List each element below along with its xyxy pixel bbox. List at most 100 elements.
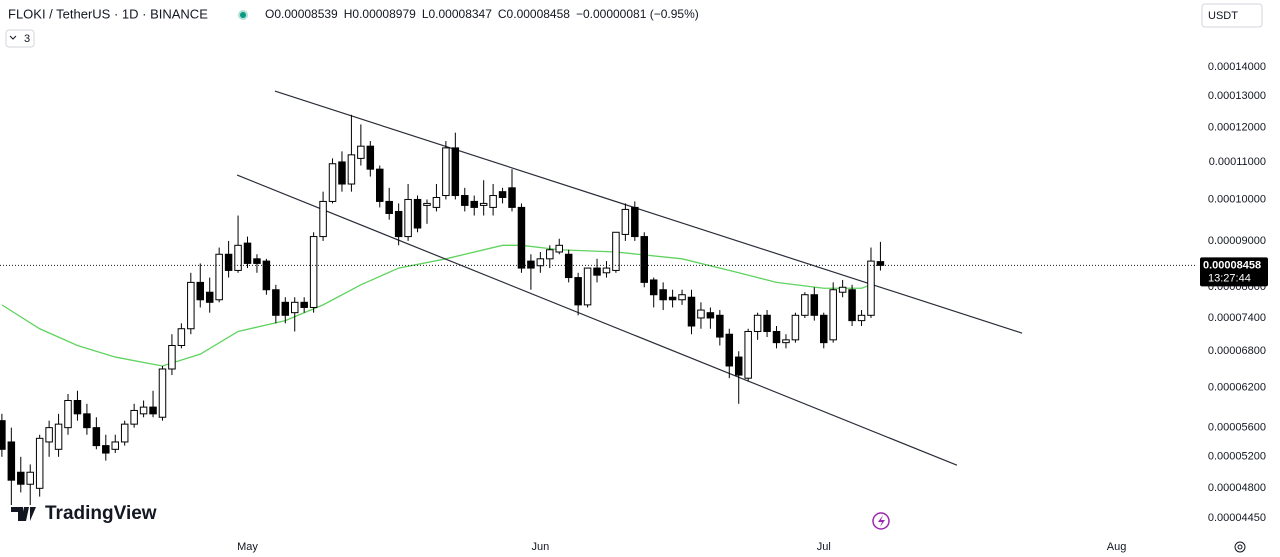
candle-body xyxy=(234,244,242,271)
candle-body xyxy=(262,260,271,291)
y-tick-label: 0.00007400 xyxy=(1208,312,1266,324)
candle-body xyxy=(290,301,299,314)
candle-body xyxy=(309,236,318,308)
candle-body xyxy=(328,163,337,202)
trend-line xyxy=(274,90,1023,334)
candle-body xyxy=(17,471,25,485)
status-dot xyxy=(240,12,246,18)
y-tick-label: 0.00006200 xyxy=(1208,381,1266,393)
candle-body xyxy=(479,202,488,206)
x-tick-label: May xyxy=(237,541,258,553)
brand-logo: TradingView xyxy=(11,503,157,524)
y-tick-label: 0.00012000 xyxy=(1208,122,1266,134)
candle-body xyxy=(130,409,138,425)
candle-body xyxy=(149,406,157,415)
ohlc-value: H0.00008979 xyxy=(344,7,416,21)
candle-body xyxy=(357,145,365,159)
y-tick-label: 0.00006800 xyxy=(1208,345,1266,357)
candle-body xyxy=(35,437,44,489)
candle-body xyxy=(64,399,72,429)
candle-body xyxy=(120,423,129,443)
candle-body xyxy=(772,330,781,344)
change-value: −0.00000081 (−0.95%) xyxy=(576,7,699,21)
price-label: 0.00008458 xyxy=(1203,259,1261,271)
ohlc-value: L0.00008347 xyxy=(422,7,492,21)
candle-body xyxy=(744,330,752,379)
candle-body xyxy=(423,202,431,206)
candle-body xyxy=(73,399,82,415)
candle-body xyxy=(734,356,743,376)
indicator-toggle[interactable] xyxy=(5,29,35,48)
candle-body xyxy=(215,253,223,301)
candle-body xyxy=(102,445,110,454)
ohlc-legend: O0.00008539 H0.00008979 L0.00008347 C0.0000… xyxy=(265,7,699,21)
price-label-box xyxy=(1200,257,1268,287)
y-tick-label: 0.00009000 xyxy=(1208,235,1266,247)
y-tick-label: 0.00004800 xyxy=(1208,482,1266,494)
candle-body xyxy=(829,289,837,341)
candle-body xyxy=(413,198,422,229)
settings-core xyxy=(1237,544,1243,550)
candle-body xyxy=(196,281,205,301)
currency-button[interactable] xyxy=(1201,3,1263,28)
candle-body xyxy=(168,344,176,370)
candle-body xyxy=(536,258,545,267)
candle-body xyxy=(0,420,6,450)
moving-average xyxy=(1,244,872,367)
candle-body xyxy=(177,328,186,346)
candle-body xyxy=(801,294,809,316)
alert-bolt xyxy=(878,515,885,527)
candle-body xyxy=(697,309,705,319)
candle-body xyxy=(621,208,630,235)
candle-body xyxy=(498,191,507,198)
candle-body xyxy=(867,260,875,316)
candle-body xyxy=(347,154,356,185)
brand-name: TradingView xyxy=(45,503,157,524)
candle-body xyxy=(612,231,620,271)
candle-body xyxy=(753,314,762,332)
y-tick-label: 0.00005200 xyxy=(1208,451,1266,463)
candle-body xyxy=(555,244,563,253)
trend-line xyxy=(236,174,958,466)
x-tick-label: Aug xyxy=(1107,541,1127,553)
candle-body xyxy=(461,195,469,206)
candle-body xyxy=(508,187,516,208)
candle-body xyxy=(848,289,856,322)
settings-icon[interactable] xyxy=(1234,541,1246,553)
candle-body xyxy=(139,406,148,415)
candle-body xyxy=(26,471,34,485)
symbol-title[interactable]: FLOKI / TetherUS · 1D · BINANCE xyxy=(8,6,208,21)
candle-body xyxy=(224,253,233,271)
ohlc-value: O0.00008539 xyxy=(265,7,338,21)
candle-body xyxy=(876,261,885,266)
candle-body xyxy=(517,206,526,269)
candle-body xyxy=(111,441,119,450)
candle-body xyxy=(763,314,771,332)
y-tick-label: 0.00005600 xyxy=(1208,422,1266,434)
y-tick-label: 0.00004450 xyxy=(1208,512,1266,524)
y-tick-label: 0.00010000 xyxy=(1208,193,1266,205)
candle-body xyxy=(791,314,800,341)
currency-label: USDT xyxy=(1208,10,1238,22)
y-tick-label: 0.00013000 xyxy=(1208,90,1266,102)
candle-body xyxy=(593,267,601,276)
candle-body xyxy=(725,333,734,367)
candle-body xyxy=(659,289,667,301)
candle-body xyxy=(838,286,847,293)
candle-body xyxy=(602,267,611,274)
candle-body xyxy=(640,236,649,283)
candle-body xyxy=(782,339,790,344)
candle-body xyxy=(45,427,53,443)
candle-body xyxy=(649,279,658,296)
candle-body xyxy=(564,253,573,279)
candle-body xyxy=(385,200,393,214)
candle-body xyxy=(678,294,686,301)
ohlc-value: C0.00008458 xyxy=(498,7,570,21)
candle-body xyxy=(687,296,696,327)
candle-body xyxy=(404,198,412,238)
candle-body xyxy=(300,301,308,308)
alert-icon[interactable] xyxy=(872,512,890,530)
candle-body xyxy=(54,423,63,450)
candle-body xyxy=(546,249,554,260)
